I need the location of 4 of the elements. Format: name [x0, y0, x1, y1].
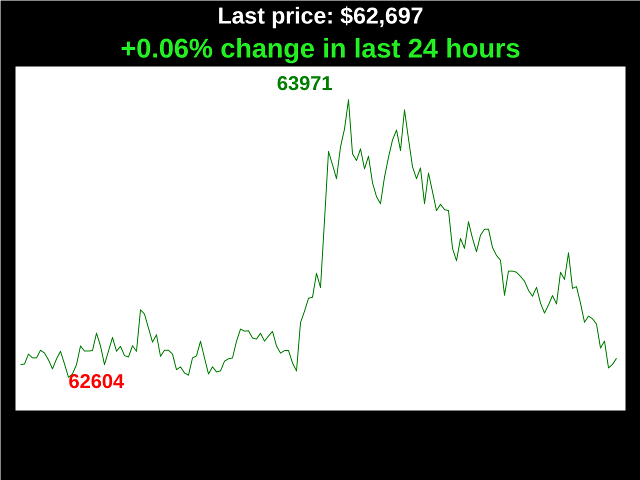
chart-title: Last price: $62,697 [218, 2, 424, 28]
data-label: 63971 [276, 72, 333, 95]
data-label: 62604 [68, 371, 125, 394]
chart-subtitle: +0.06% change in last 24 hours [120, 34, 520, 64]
